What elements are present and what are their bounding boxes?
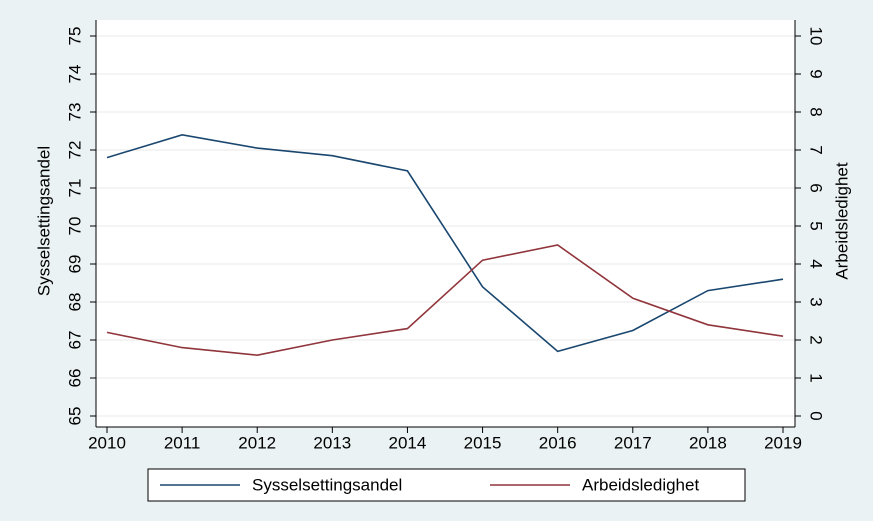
x-tick-label: 2011 bbox=[164, 433, 201, 452]
x-tick-label: 2019 bbox=[764, 433, 802, 452]
y-tick-label: 69 bbox=[65, 255, 84, 274]
x-tick-label: 2016 bbox=[539, 433, 577, 452]
y2-tick-label: 9 bbox=[807, 69, 826, 78]
legend-label: Arbeidsledighet bbox=[582, 475, 699, 494]
x-tick-label: 2013 bbox=[313, 433, 351, 452]
series-line bbox=[106, 133, 784, 353]
y2-tick-label: 7 bbox=[807, 145, 826, 154]
y-tick-label: 65 bbox=[65, 407, 84, 426]
y-tick-label: 68 bbox=[65, 293, 84, 312]
x-tick-label: 2012 bbox=[238, 433, 276, 452]
x-tick-label: 2017 bbox=[614, 433, 652, 452]
y2-tick-label: 8 bbox=[807, 107, 826, 116]
y-tick-label: 67 bbox=[65, 331, 84, 350]
y-tick-label: 66 bbox=[65, 369, 84, 388]
y-tick-label: 73 bbox=[65, 103, 84, 122]
y2-tick-label: 5 bbox=[807, 221, 826, 230]
y-tick-label: 70 bbox=[65, 217, 84, 236]
y2-tick-label: 1 bbox=[807, 373, 826, 382]
y2-tick-label: 3 bbox=[807, 297, 826, 306]
legend-label: Sysselsettingsandel bbox=[252, 475, 402, 494]
y2-tick-label: 6 bbox=[807, 183, 826, 192]
x-tick-label: 2014 bbox=[389, 433, 427, 452]
legend bbox=[147, 468, 746, 502]
y2-axis-title: Arbeidsledighet bbox=[832, 162, 851, 279]
y2-tick-label: 10 bbox=[807, 27, 826, 46]
x-tick-label: 2010 bbox=[88, 433, 126, 452]
y2-tick-label: 4 bbox=[807, 259, 826, 268]
y-tick-label: 74 bbox=[65, 65, 84, 84]
x-tick-label: 2015 bbox=[464, 433, 502, 452]
plot-area bbox=[96, 20, 795, 427]
y2-tick-label: 2 bbox=[807, 335, 826, 344]
y-tick-label: 72 bbox=[65, 141, 84, 160]
series-line bbox=[106, 244, 784, 357]
x-tick-label: 2018 bbox=[689, 433, 727, 452]
y-axis-title: Sysselsettingsandel bbox=[34, 146, 53, 296]
y-tick-label: 75 bbox=[65, 27, 84, 46]
y-tick-label: 71 bbox=[65, 179, 84, 198]
y2-tick-label: 0 bbox=[807, 411, 826, 420]
